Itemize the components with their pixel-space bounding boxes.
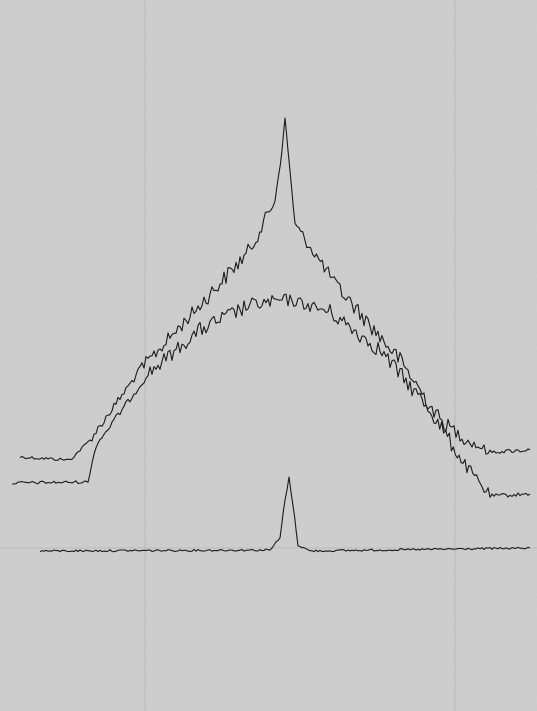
paper-grain (0, 0, 537, 711)
scanned-recording (0, 0, 537, 711)
page: (() => { const g = document.getElementBy… (0, 0, 537, 711)
